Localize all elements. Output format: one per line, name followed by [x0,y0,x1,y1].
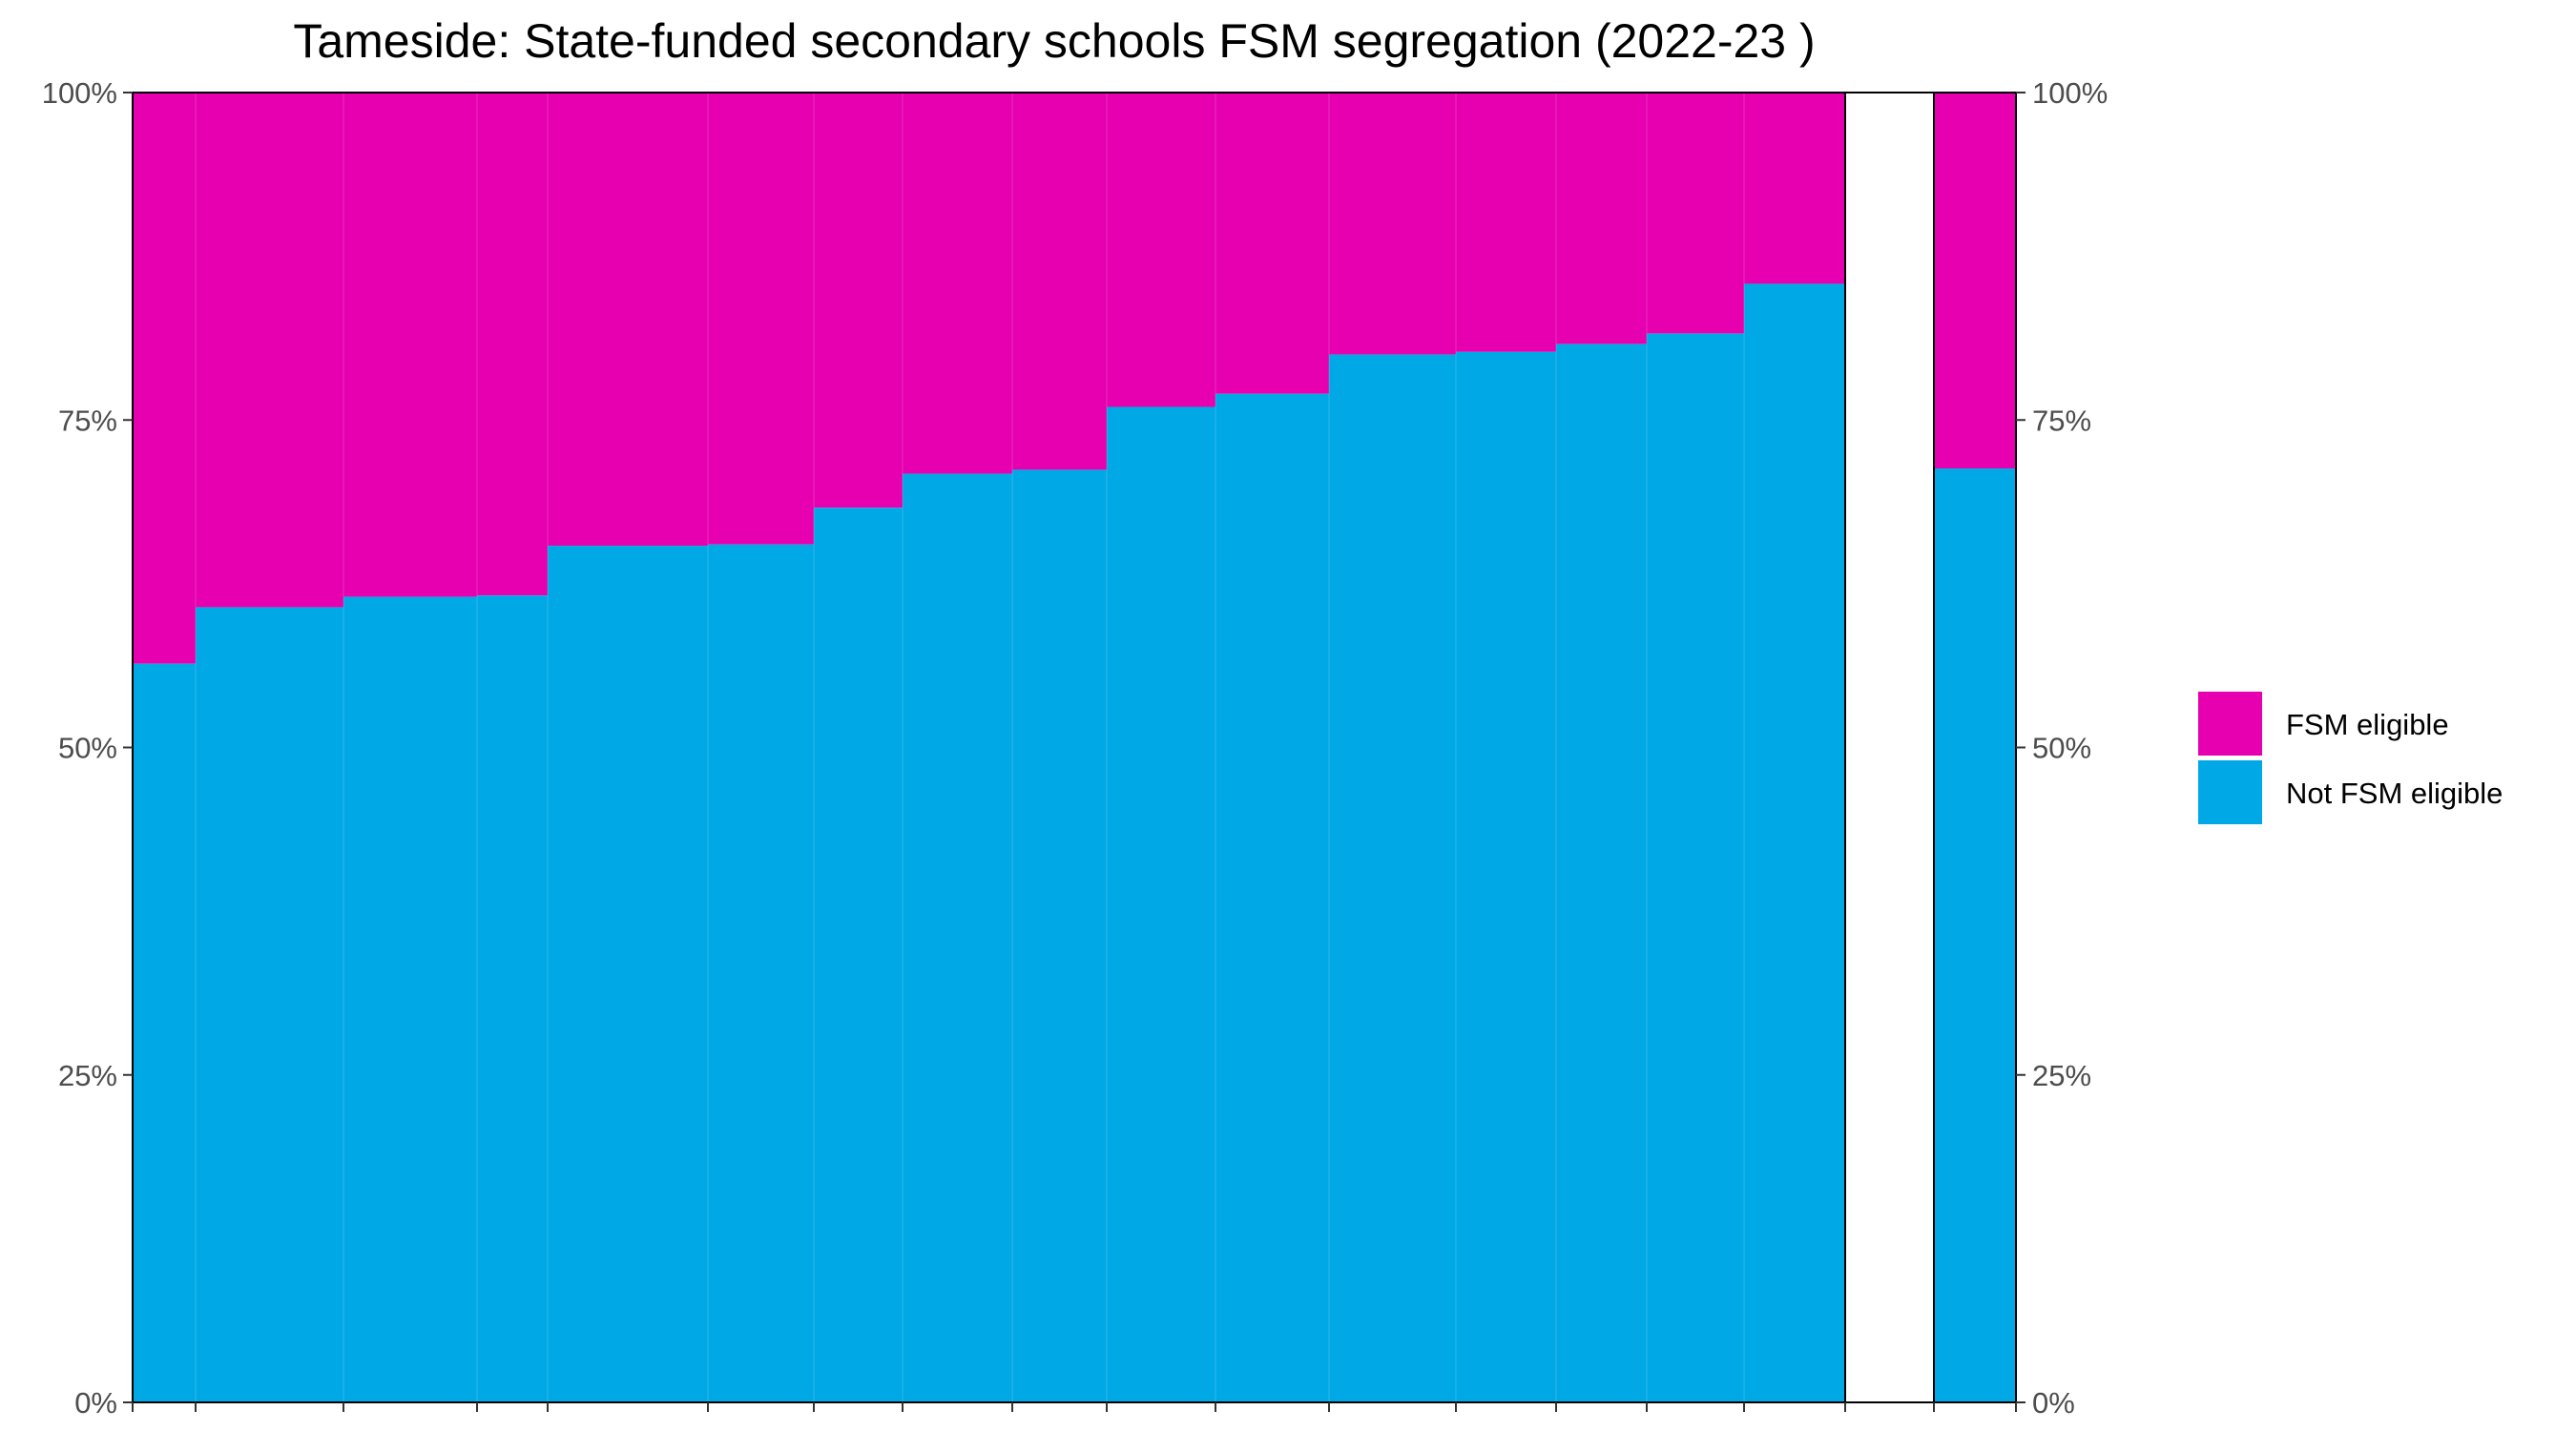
bar-not-fsm-eligible-16 [1744,283,1846,1402]
legend: FSM eligible Not FSM eligible [2198,692,2503,824]
bar-fsm-eligible-8 [903,93,1013,474]
bar-fsm-eligible-13 [1456,93,1557,352]
bar-not-fsm-eligible-2 [196,607,344,1402]
y-tick-label-right-4: 100% [2032,76,2108,110]
bar-fsm-eligible-1 [133,93,197,664]
bar-not-fsm-eligible-5 [548,546,709,1402]
y-tick-label-left-3: 75% [58,404,117,437]
bar-fsm-eligible-4 [477,93,549,596]
axes: 0% 0% 25% 25% 50% 50% 75% 75% 100% 100% [42,76,2109,1420]
legend-label-not-fsm-eligible: Not FSM eligible [2286,777,2503,810]
y-tick-label-left-0: 0% [74,1386,117,1420]
bar-not-fsm-eligible-11 [1215,393,1330,1402]
bar-fsm-eligible-5 [548,93,709,547]
y-tick-label-left-1: 25% [58,1059,117,1092]
bar-not-fsm-eligible-15 [1647,333,1745,1403]
overall-not-fsm-eligible [1934,468,2016,1402]
bar-fsm-eligible-6 [708,93,815,545]
bar-not-fsm-eligible-6 [708,544,815,1402]
bar-not-fsm-eligible-8 [903,473,1013,1403]
bar-not-fsm-eligible-13 [1456,351,1557,1402]
bar-fsm-eligible-12 [1329,93,1457,355]
legend-key-fsm-eligible [2198,692,2262,756]
bar-fsm-eligible-11 [1215,93,1330,394]
bar-fsm-eligible-14 [1556,93,1648,344]
bar-fsm-eligible-3 [343,93,478,597]
bar-not-fsm-eligible-4 [477,595,549,1402]
bar-fsm-eligible-15 [1647,93,1745,334]
chart-title: Tameside: State-funded secondary schools… [293,14,1815,68]
overall-column [1934,93,2016,1402]
bar-fsm-eligible-16 [1744,93,1846,284]
bar-not-fsm-eligible-3 [343,596,478,1402]
bar-not-fsm-eligible-1 [133,663,197,1402]
legend-key-not-fsm-eligible [2198,760,2262,824]
bar-not-fsm-eligible-12 [1329,354,1457,1403]
bar-not-fsm-eligible-10 [1107,406,1216,1402]
bar-fsm-eligible-7 [814,93,904,508]
y-tick-label-left-2: 50% [58,732,117,765]
bars-layer [133,93,1846,1403]
y-tick-label-right-0: 0% [2032,1386,2075,1420]
bar-not-fsm-eligible-7 [814,508,904,1402]
bar-fsm-eligible-2 [196,93,344,608]
y-tick-label-right-3: 75% [2032,404,2091,437]
overall-fsm-eligible [1934,93,2016,469]
y-tick-label-right-2: 50% [2032,732,2091,765]
legend-label-fsm-eligible: FSM eligible [2286,708,2449,741]
bar-fsm-eligible-9 [1012,93,1108,470]
y-tick-label-right-1: 25% [2032,1059,2091,1092]
bar-fsm-eligible-10 [1107,93,1216,407]
bar-not-fsm-eligible-14 [1556,343,1648,1403]
y-tick-label-left-4: 100% [42,76,117,110]
bar-not-fsm-eligible-9 [1012,469,1108,1402]
